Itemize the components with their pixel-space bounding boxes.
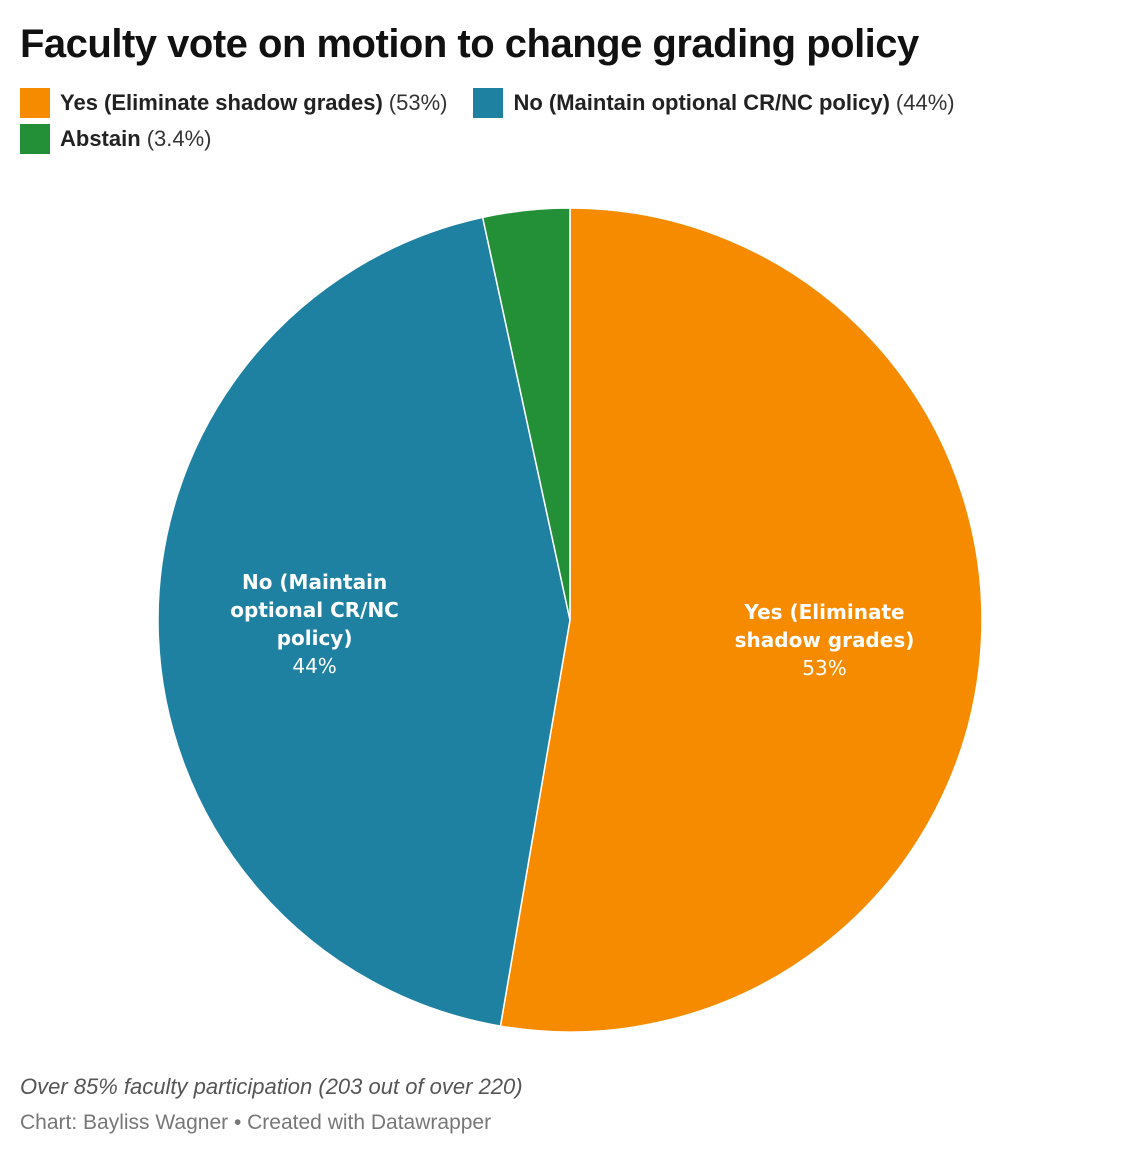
pie-slice-2 bbox=[481, 207, 571, 621]
chart-byline: Chart: Bayliss Wagner • Created with Dat… bbox=[20, 1111, 492, 1134]
legend-swatch-yes bbox=[20, 88, 50, 118]
slice-name-label-1-line-0: No (Maintain bbox=[242, 570, 387, 594]
pie-slice-0 bbox=[499, 207, 983, 1033]
legend-swatch-abstain bbox=[20, 124, 50, 154]
slice-percent-label-0: 53% bbox=[802, 656, 846, 680]
legend-label-no: No (Maintain optional CR/NC policy) bbox=[513, 90, 890, 115]
slice-name-label-1-line-2: policy) bbox=[277, 626, 353, 650]
slice-name-label-1-line-1: optional CR/NC bbox=[230, 598, 399, 622]
legend-label-abstain: Abstain bbox=[60, 126, 141, 151]
legend: Yes (Eliminate shadow grades) (53%) No (… bbox=[20, 88, 1120, 154]
legend-item-yes: Yes (Eliminate shadow grades) (53%) bbox=[20, 88, 447, 118]
legend-item-no: No (Maintain optional CR/NC policy) (44%… bbox=[473, 88, 955, 118]
slice-label-0: Yes (Eliminate shadow grades) 53% bbox=[735, 600, 915, 680]
legend-item-abstain: Abstain (3.4%) bbox=[20, 124, 211, 154]
legend-label-yes: Yes (Eliminate shadow grades) bbox=[60, 90, 383, 115]
chart-title: Faculty vote on motion to change grading… bbox=[20, 22, 919, 66]
legend-percent-abstain: (3.4%) bbox=[146, 126, 212, 151]
legend-percent-no: (44%) bbox=[895, 90, 955, 115]
chart-note: Over 85% faculty participation (203 out … bbox=[20, 1074, 523, 1099]
pie-slice-1 bbox=[157, 216, 571, 1027]
legend-percent-yes: (53%) bbox=[388, 90, 448, 115]
slice-name-label-0-line-0: Yes (Eliminate bbox=[743, 600, 904, 624]
slice-label-1: No (Maintain optional CR/NC policy) 44% bbox=[230, 570, 399, 678]
slice-percent-label-1: 44% bbox=[292, 654, 336, 678]
slice-name-label-0-line-1: shadow grades) bbox=[735, 628, 915, 652]
legend-swatch-no bbox=[473, 88, 504, 118]
